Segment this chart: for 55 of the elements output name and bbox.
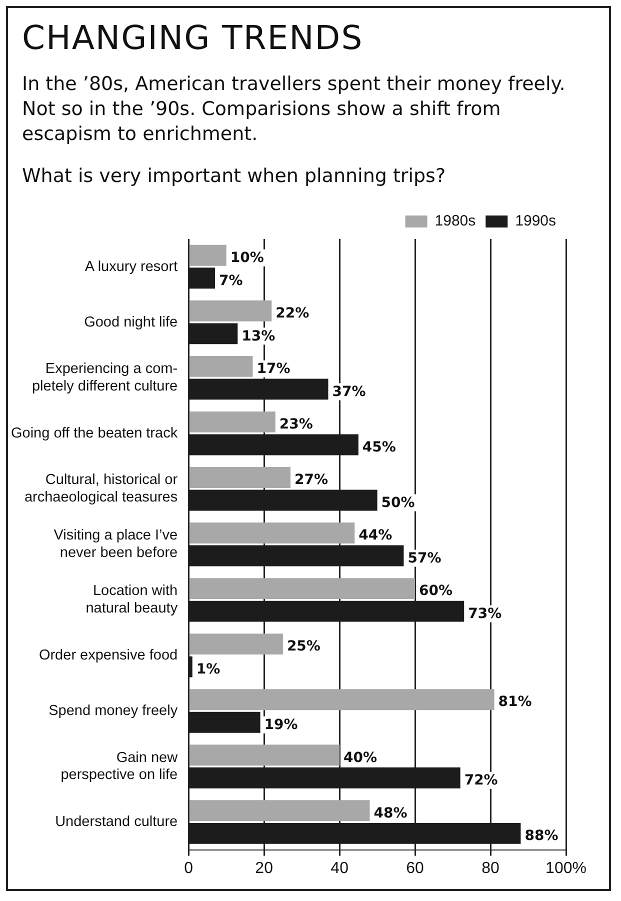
data-label: 60% <box>419 583 453 600</box>
bar <box>189 578 416 600</box>
data-label: 73% <box>468 606 502 622</box>
bar <box>189 356 253 377</box>
bar <box>189 300 272 322</box>
data-label: 25% <box>286 638 320 655</box>
bar <box>189 244 226 266</box>
y-tick-label: Gain new perspective on life <box>60 750 178 784</box>
data-label: 81% <box>498 694 532 710</box>
data-label: 40% <box>344 750 378 766</box>
y-tick-label: Good night life <box>84 314 178 330</box>
data-label: 57% <box>408 550 442 566</box>
data-label: 22% <box>276 306 310 322</box>
text: What is very important when planning trips? <box>22 165 447 187</box>
chart-title: CHANGING TRENDS <box>22 18 364 57</box>
y-tick-label: Going off the beaten track <box>10 425 178 442</box>
x-tick-label: 60 <box>406 860 424 877</box>
data-label: 72% <box>464 772 498 789</box>
y-tick-label: Visiting a place I’ve never been before <box>54 528 178 562</box>
bar <box>189 744 340 766</box>
y-tick-label: Understand culture <box>55 814 178 830</box>
data-label: 17% <box>256 361 290 378</box>
y-tick-label: A luxury resort <box>84 258 178 275</box>
bar <box>189 634 283 655</box>
bar <box>189 800 370 822</box>
data-label: 7% <box>219 272 243 289</box>
bar <box>189 467 290 488</box>
x-tick-label: 80 <box>482 860 500 877</box>
data-label: 1% <box>196 661 220 678</box>
y-tick-label: Order expensive food <box>38 647 178 664</box>
y-tick-label: Spend money freely <box>48 702 178 719</box>
legend-label: 1990s <box>515 212 556 230</box>
data-label: 13% <box>242 328 276 344</box>
data-label: 44% <box>358 528 392 544</box>
data-label: 48% <box>374 805 408 822</box>
bar <box>189 522 355 544</box>
data-label: 88% <box>524 828 558 844</box>
data-label: 10% <box>230 250 264 266</box>
x-tick-label: 0 <box>184 860 194 877</box>
data-label: 19% <box>264 717 298 734</box>
bar <box>189 411 276 432</box>
data-label: 45% <box>362 439 396 456</box>
bar <box>189 689 494 710</box>
data-label: 50% <box>381 494 415 511</box>
data-label: 27% <box>294 472 328 488</box>
legend-label: 1980s <box>434 212 476 230</box>
data-label: 23% <box>279 416 313 433</box>
chart-subtitle: In the ’80s, American travellers spent their money freely. Not so in the ’90s. Comparisions show a shift from escapism to enrichment. <box>22 72 566 147</box>
data-label: 37% <box>332 384 366 400</box>
y-tick-label: Cultural, historical or archaeological teasures <box>24 472 178 506</box>
x-tick-label: 100% <box>546 860 586 877</box>
y-tick-label: Location with natural beauty <box>86 583 178 617</box>
y-tick-label: Experiencing a com- pletely different culture <box>32 361 178 395</box>
x-tick-label: 20 <box>255 860 274 877</box>
x-tick-label: 40 <box>330 860 349 877</box>
